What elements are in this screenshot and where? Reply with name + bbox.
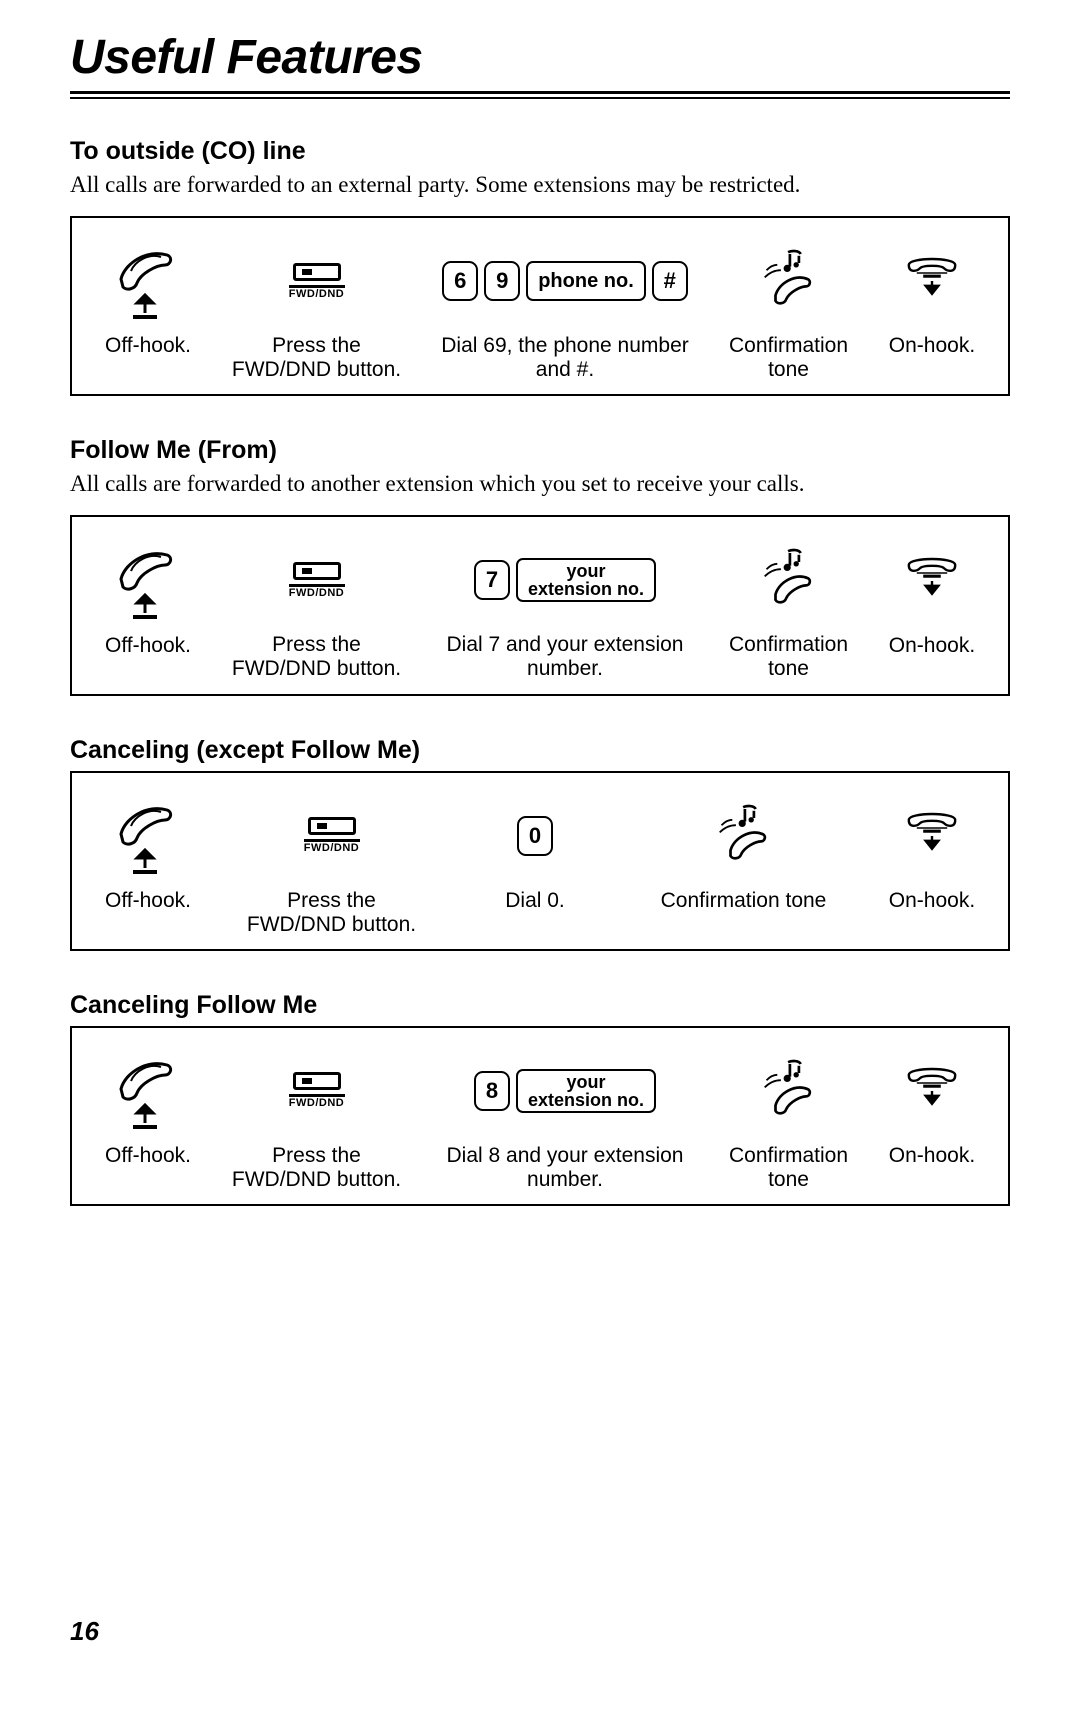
procedure-row: Off-hook. FWD/DND Press the FWD/DND butt… [88, 535, 992, 681]
caption: On-hook. [889, 889, 975, 937]
caption: Confirmation tone [719, 633, 859, 681]
procedure-box: Off-hook. FWD/DND Press the FWD/DND butt… [70, 216, 1010, 396]
confirmation-tone-icon [754, 544, 824, 616]
caption: Dial 0. [505, 889, 565, 937]
caption: On-hook. [889, 634, 975, 682]
caption: Off-hook. [105, 634, 191, 682]
step-tone: Confirmation tone [719, 535, 859, 681]
section-heading: Canceling Follow Me [70, 991, 1010, 1020]
keypad-key: 9 [484, 261, 520, 301]
page-number: 16 [70, 1616, 99, 1647]
caption: On-hook. [889, 1144, 975, 1192]
keypad-key: 0 [517, 816, 553, 856]
section-follow-me: Follow Me (From) All calls are forwarded… [70, 436, 1010, 695]
caption: Press the FWD/DND button. [222, 334, 412, 382]
keypad-key: 7 [474, 560, 510, 600]
step-offhook: Off-hook. [88, 536, 208, 682]
confirmation-tone-icon [709, 800, 779, 872]
step-tone: Confirmation tone [719, 236, 859, 382]
procedure-box: Off-hook. FWD/DND Press the FWD/DND butt… [70, 515, 1010, 695]
step-offhook: Off-hook. [88, 1046, 208, 1192]
section-heading: Follow Me (From) [70, 436, 1010, 465]
fwd-dnd-button-icon: FWD/DND [289, 562, 345, 599]
handset-offhook-icon [113, 541, 183, 621]
fwd-dnd-button-icon: FWD/DND [289, 263, 345, 300]
handset-onhook-icon [896, 804, 968, 868]
keypad-key: 8 [474, 1071, 510, 1111]
caption: Confirmation tone [661, 889, 827, 937]
fwd-dnd-button-icon: FWD/DND [289, 1072, 345, 1109]
handset-onhook-icon [896, 249, 968, 313]
step-press-fwd: FWD/DND Press the FWD/DND button. [237, 791, 427, 937]
keypad-key: 6 [442, 261, 478, 301]
procedure-box: Off-hook. FWD/DND Press the FWD/DND butt… [70, 771, 1010, 951]
section-body: All calls are forwarded to an external p… [70, 172, 1010, 198]
step-onhook: On-hook. [872, 791, 992, 937]
caption: Press the FWD/DND button. [237, 889, 427, 937]
section-heading: To outside (CO) line [70, 137, 1010, 166]
step-dial: 69phone no.# Dial 69, the phone number a… [425, 236, 705, 382]
handset-onhook-icon [896, 1059, 968, 1123]
step-onhook: On-hook. [872, 536, 992, 682]
page-title: Useful Features [70, 30, 1010, 85]
handset-offhook-icon [113, 1051, 183, 1131]
step-tone: Confirmation tone [644, 791, 844, 937]
handset-offhook-icon [113, 796, 183, 876]
step-press-fwd: FWD/DND Press the FWD/DND button. [222, 236, 412, 382]
section-cancel-except: Canceling (except Follow Me) Off-hook. F… [70, 736, 1010, 951]
caption: Confirmation tone [719, 334, 859, 382]
caption: Dial 8 and your extension number. [425, 1144, 705, 1192]
caption: Off-hook. [105, 889, 191, 937]
step-onhook: On-hook. [872, 236, 992, 382]
step-tone: Confirmation tone [719, 1046, 859, 1192]
caption: Off-hook. [105, 334, 191, 382]
fwd-dnd-button-icon: FWD/DND [304, 817, 360, 854]
keypad-key-extension: your extension no. [516, 558, 656, 602]
step-dial: 0 Dial 0. [455, 791, 615, 937]
step-onhook: On-hook. [872, 1046, 992, 1192]
step-press-fwd: FWD/DND Press the FWD/DND button. [222, 1046, 412, 1192]
manual-page: Useful Features To outside (CO) line All… [0, 0, 1080, 1717]
step-press-fwd: FWD/DND Press the FWD/DND button. [222, 535, 412, 681]
caption: Dial 69, the phone number and #. [425, 334, 705, 382]
dial-keys: 0 [517, 816, 553, 856]
caption: Press the FWD/DND button. [222, 1144, 412, 1192]
procedure-row: Off-hook. FWD/DND Press the FWD/DND butt… [88, 791, 992, 937]
title-rule [70, 91, 1010, 99]
dial-keys: 69phone no.# [442, 261, 688, 301]
step-dial: 8 your extension no. Dial 8 and your ext… [425, 1046, 705, 1192]
procedure-box: Off-hook. FWD/DND Press the FWD/DND butt… [70, 1026, 1010, 1206]
step-offhook: Off-hook. [88, 791, 208, 937]
confirmation-tone-icon [754, 1055, 824, 1127]
section-co-line: To outside (CO) line All calls are forwa… [70, 137, 1010, 396]
step-dial: 7 your extension no. Dial 7 and your ext… [425, 535, 705, 681]
caption: Dial 7 and your extension number. [425, 633, 705, 681]
sections-container: To outside (CO) line All calls are forwa… [70, 137, 1010, 1206]
procedure-row: Off-hook. FWD/DND Press the FWD/DND butt… [88, 236, 992, 382]
section-body: All calls are forwarded to another exten… [70, 471, 1010, 497]
confirmation-tone-icon [754, 245, 824, 317]
dial-keys: 8 your extension no. [474, 1069, 656, 1113]
caption: Press the FWD/DND button. [222, 633, 412, 681]
dial-keys: 7 your extension no. [474, 558, 656, 602]
keypad-key-extension: your extension no. [516, 1069, 656, 1113]
procedure-row: Off-hook. FWD/DND Press the FWD/DND butt… [88, 1046, 992, 1192]
section-heading: Canceling (except Follow Me) [70, 736, 1010, 765]
keypad-key: # [652, 261, 688, 301]
keypad-key-wide: phone no. [526, 261, 646, 301]
caption: On-hook. [889, 334, 975, 382]
section-cancel-follow: Canceling Follow Me Off-hook. FWD/DND Pr… [70, 991, 1010, 1206]
handset-offhook-icon [113, 241, 183, 321]
caption: Off-hook. [105, 1144, 191, 1192]
caption: Confirmation tone [719, 1144, 859, 1192]
step-offhook: Off-hook. [88, 236, 208, 382]
handset-onhook-icon [896, 549, 968, 613]
